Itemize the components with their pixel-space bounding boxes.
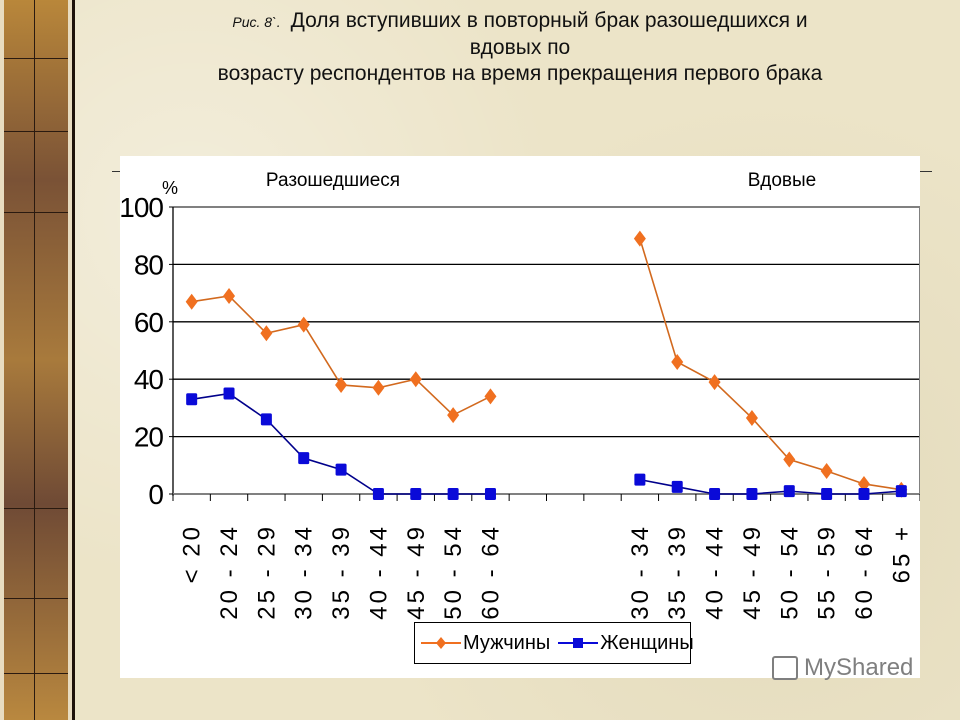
data-point-men xyxy=(335,376,348,393)
data-point-men xyxy=(484,388,497,405)
x-category-label: 30 - 34 xyxy=(627,524,654,620)
title-line-1: Доля вступивших в повторный брак разошед… xyxy=(290,9,808,32)
x-category-label: 30 - 34 xyxy=(291,524,318,620)
y-tick-label: 0 xyxy=(148,479,163,510)
data-point-men xyxy=(745,409,758,426)
legend-swatch-men xyxy=(421,636,461,650)
y-tick-label: 100 xyxy=(120,192,163,223)
y-tick-label: 60 xyxy=(134,307,164,338)
data-point-men xyxy=(372,379,385,396)
x-category-label: 50 - 54 xyxy=(440,524,467,620)
legend-swatch-women xyxy=(558,636,599,650)
x-category-label: < 20 xyxy=(179,524,206,583)
x-category-label: 45 - 49 xyxy=(739,524,766,620)
legend-label-men: Мужчины xyxy=(463,631,551,654)
data-point-men xyxy=(783,451,796,468)
x-category-label: 60 - 64 xyxy=(851,524,878,620)
data-point-women xyxy=(484,488,496,500)
panel-title-divorced: Разошедшиеся xyxy=(266,170,400,191)
y-tick-label: 40 xyxy=(134,364,164,395)
svg-text:%: % xyxy=(162,178,178,198)
data-point-men xyxy=(820,463,833,480)
data-point-men xyxy=(223,287,236,304)
data-point-women xyxy=(783,485,795,498)
data-point-men xyxy=(671,353,684,370)
data-point-men xyxy=(185,293,198,310)
watermark: MyShared xyxy=(772,654,913,682)
x-category-label: 25 - 29 xyxy=(253,524,280,620)
x-category-label: 35 - 39 xyxy=(328,524,355,620)
data-point-men xyxy=(633,230,646,247)
square-marker-icon xyxy=(573,638,584,648)
line-chart: 0 20 40 60 80 100 < 20 20 - 24 25 - 29 30 - 34 35 … xyxy=(120,170,920,620)
data-point-women xyxy=(186,393,198,406)
data-point-women xyxy=(298,452,310,465)
x-category-label: 40 - 44 xyxy=(702,524,729,620)
data-point-women xyxy=(746,488,758,500)
decorative-side-border xyxy=(0,0,75,720)
x-category-label: 40 - 44 xyxy=(365,524,392,620)
data-point-women xyxy=(858,488,870,500)
legend-label-women: Женщины xyxy=(600,631,694,654)
figure-label: Рис. 8`. xyxy=(232,14,281,30)
x-category-label: 20 - 24 xyxy=(216,524,243,620)
title-line-3: возрасту респондентов на время прекращен… xyxy=(217,62,823,85)
data-point-women xyxy=(671,480,683,493)
data-point-women xyxy=(821,488,833,500)
data-point-men xyxy=(857,475,870,492)
data-point-women xyxy=(895,485,907,498)
chart-legend: Мужчины Женщины xyxy=(414,622,694,664)
data-point-women xyxy=(335,463,347,476)
watermark-text: MyShared xyxy=(804,654,914,681)
data-point-men xyxy=(708,374,721,391)
title-line-2: вдовых по xyxy=(469,36,571,59)
data-point-women xyxy=(709,488,721,500)
data-point-men xyxy=(260,325,273,342)
data-point-men xyxy=(409,371,422,388)
decorative-dash-left xyxy=(112,171,124,172)
panel-title-widowed: Вдовые xyxy=(748,170,816,191)
data-point-women xyxy=(447,488,459,500)
x-category-label: 60 - 64 xyxy=(477,524,504,620)
diamond-marker-icon xyxy=(436,637,446,649)
data-point-men xyxy=(297,316,310,333)
x-category-label: 50 - 54 xyxy=(776,524,803,620)
data-point-men xyxy=(447,407,460,424)
data-point-women xyxy=(410,488,422,500)
data-point-women xyxy=(634,473,646,486)
data-point-women xyxy=(372,488,384,500)
x-category-label: 65 + xyxy=(888,524,915,583)
x-category-label: 55 - 59 xyxy=(814,524,841,620)
data-point-women xyxy=(223,387,235,400)
y-tick-label: 80 xyxy=(134,249,164,280)
decorative-dash-right xyxy=(920,171,932,172)
x-category-label: 45 - 49 xyxy=(403,524,430,620)
data-point-women xyxy=(260,413,272,426)
slide-title: Рис. 8`. Доля вступивших в повторный брак… xyxy=(120,8,920,87)
legend-item-women: Женщины xyxy=(558,631,694,655)
legend-item-men: Мужчины xyxy=(421,632,550,655)
x-category-label: 35 - 39 xyxy=(664,524,691,620)
chart-panel: 0 20 40 60 80 100 < 20 20 - 24 25 - 29 30 - 34 35 … xyxy=(120,156,920,678)
y-tick-label: 20 xyxy=(134,422,164,453)
presentation-icon xyxy=(772,656,798,680)
